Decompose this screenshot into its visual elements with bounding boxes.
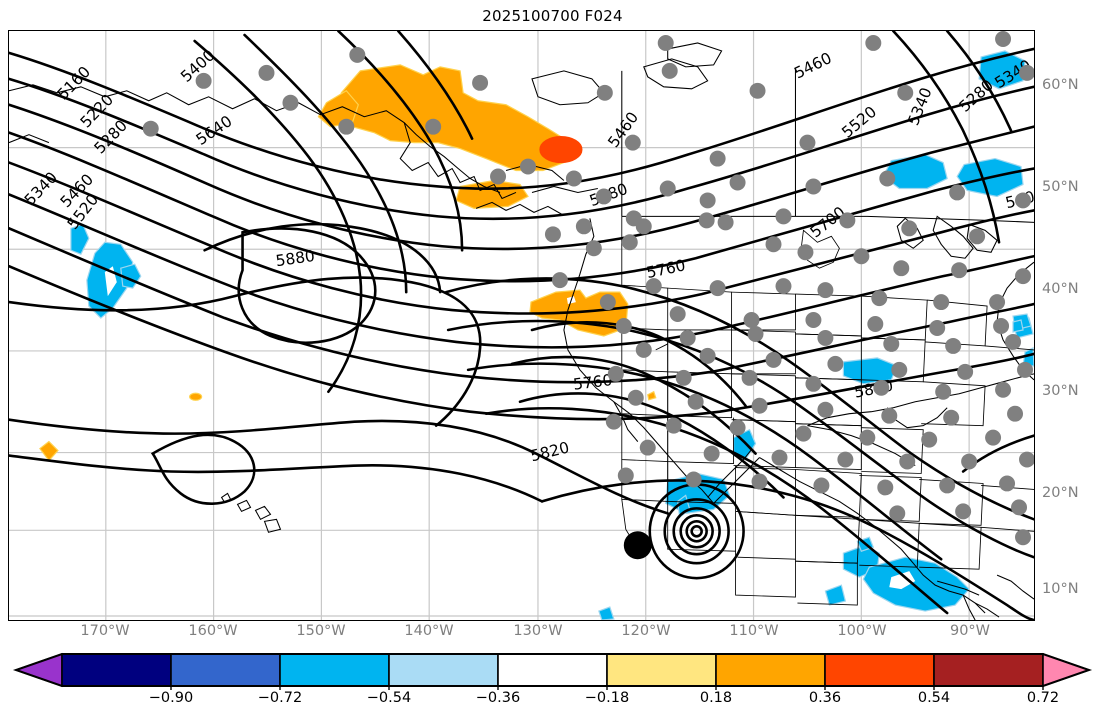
colorbar-tick-label: 0.72 [1026,690,1060,706]
lon-label-120w: 120°W [621,623,671,639]
tc-center-marker[interactable] [623,531,652,560]
svg-text:5760: 5760 [572,371,613,394]
colorbar-tick-label: 0.18 [699,690,733,706]
pacific-orange-diamond [39,440,59,462]
colorbar-segment [388,653,499,687]
colorbar-segment [61,653,172,687]
page-title: 2025100700 F024 [482,7,623,25]
lon-label-140w: 140°W [404,623,454,639]
baja-orange-speck [647,390,657,401]
colorbar-tick-label: −0.18 [584,690,630,706]
gulf-cyan-patch [842,357,899,385]
colorbar-tick-label: 0.36 [808,690,842,706]
lon-label-160w: 160°W [188,623,238,639]
lat-label-40n: 40°N [1042,281,1079,297]
pacific-orange-speck [189,392,203,401]
lon-label-150w: 150°W [296,623,346,639]
lat-label-30n: 30°N [1042,383,1079,399]
colorbar-segment [933,653,1044,687]
central-america-cyan [862,556,970,612]
colorbar-over-arrow [1042,652,1092,688]
lat-label-20n: 20°N [1042,485,1079,501]
colorbar-under-arrow [13,652,63,688]
alaska-red-core [539,136,583,164]
lat-label-10n: 10°N [1042,581,1079,597]
colorbar-segment [715,653,826,687]
map-canvas: 5160 5220 5280 5340 5400 5460 5520 5640 … [9,31,1034,620]
colorbar-tick-label: −0.90 [148,690,194,706]
lon-label-170w: 170°W [80,623,130,639]
lon-label-90w: 90°W [949,623,991,639]
map-panel[interactable]: 5160 5220 5280 5340 5400 5460 5520 5640 … [8,30,1035,621]
lat-label-50n: 50°N [1042,179,1079,195]
colorbar-segment [170,653,281,687]
lon-label-110w: 110°W [729,623,779,639]
colorbar-tick-label: 0.54 [917,690,951,706]
cyan-speck-south [598,606,615,620]
lat-label-60n: 60°N [1042,77,1079,93]
colorbar-tick-label: −0.54 [366,690,412,706]
colorbar-segment [606,653,717,687]
svg-text:5880: 5880 [275,247,316,270]
colorbar-segment [279,653,390,687]
lon-label-130w: 130°W [513,623,563,639]
colorbar-swatches [12,652,1093,690]
lon-label-100w: 100°W [837,623,887,639]
pacific-cyan-speck-sw [824,584,847,606]
colorbar[interactable]: −0.90 −0.72 −0.54 −0.36 −0.18 0.18 0.36 0.54 0.7… [0,650,1105,712]
colorbar-segment [497,653,608,687]
station-dots [142,31,1034,546]
colorbar-tick-label: −0.72 [257,690,303,706]
colorbar-tick-label: −0.36 [475,690,521,706]
colorbar-segment [824,653,935,687]
